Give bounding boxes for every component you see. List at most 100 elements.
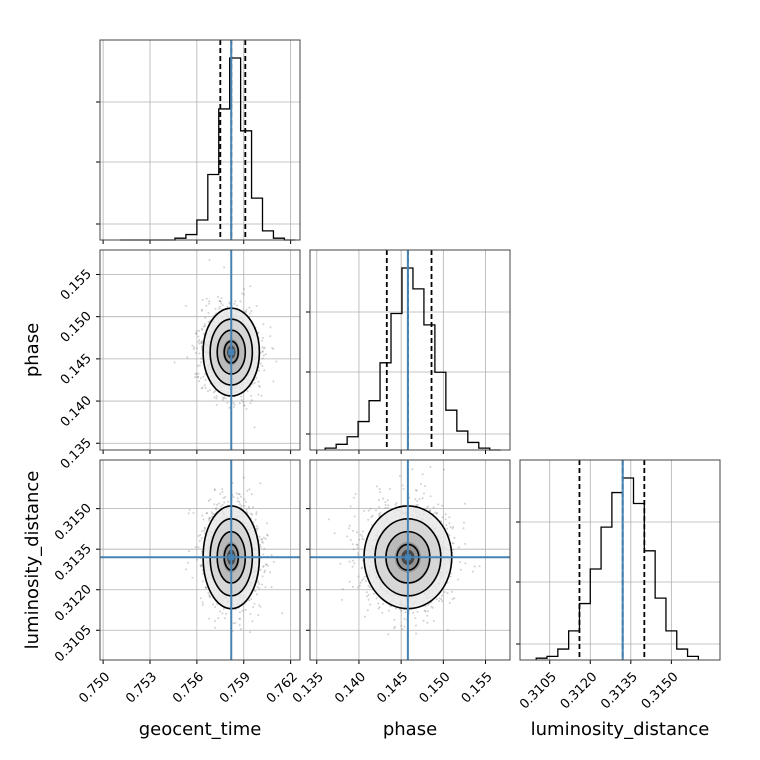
panel-geocent_time-luminosity_distance-point bbox=[234, 622, 237, 624]
panel-geocent_time-luminosity_distance-point bbox=[270, 586, 273, 589]
panel-geocent_time-luminosity_distance-point bbox=[257, 614, 260, 617]
panel-geocent_time-phase-point bbox=[263, 369, 266, 372]
panel-geocent_time-luminosity_distance-point bbox=[264, 563, 267, 566]
panel-geocent_time-phase-point bbox=[215, 395, 218, 398]
ytick-label-luminosity_distance-3: 0.3150 bbox=[52, 501, 95, 544]
panel-geocent_time-phase-point bbox=[262, 354, 265, 357]
panel-phase-luminosity_distance-point bbox=[444, 518, 447, 521]
panel-geocent_time-phase-point bbox=[255, 305, 258, 307]
panel-geocent_time-luminosity_distance-point bbox=[251, 620, 254, 623]
panel-phase-luminosity_distance-point bbox=[446, 592, 449, 595]
panel-phase-luminosity_distance-point bbox=[437, 503, 440, 506]
panel-phase-luminosity_distance-point bbox=[367, 509, 370, 512]
panel-phase-luminosity_distance-point bbox=[432, 506, 435, 509]
panel-geocent_time-luminosity_distance-point bbox=[211, 515, 214, 518]
panel-phase-luminosity_distance-point bbox=[327, 518, 330, 521]
panel-geocent_time-luminosity_distance-point bbox=[221, 612, 224, 615]
panel-geocent_time-luminosity_distance-point bbox=[205, 586, 208, 589]
panel-phase-luminosity_distance-point bbox=[349, 505, 352, 508]
panel-phase-luminosity_distance-point bbox=[353, 515, 356, 518]
panel-geocent_time-luminosity_distance-truth-point bbox=[228, 554, 235, 561]
panel-phase-luminosity_distance-point bbox=[440, 598, 443, 601]
panel-geocent_time-phase-point bbox=[202, 332, 205, 335]
panel-geocent_time-luminosity_distance-point bbox=[255, 511, 258, 514]
panel-geocent_time-phase-point bbox=[221, 304, 224, 307]
xtick-label-geocent_time-3: 0.759 bbox=[217, 670, 254, 707]
panel-phase-luminosity_distance-point bbox=[411, 468, 414, 471]
panel-geocent_time-luminosity_distance-point bbox=[209, 498, 212, 501]
panel-geocent_time-phase-point bbox=[255, 376, 258, 379]
panel-geocent_time-luminosity_distance-point bbox=[272, 560, 275, 563]
panel-geocent_time-luminosity_distance-point bbox=[243, 505, 246, 508]
panel-phase-luminosity_distance-point bbox=[424, 610, 427, 613]
panel-geocent_time-luminosity_distance-point bbox=[215, 508, 217, 511]
panel-phase-luminosity_distance-point bbox=[393, 627, 396, 630]
panel-phase-luminosity_distance-point bbox=[422, 619, 425, 622]
panel-geocent_time-phase-point bbox=[209, 389, 212, 392]
panel-phase-luminosity_distance-point bbox=[451, 598, 454, 600]
panel-geocent_time-luminosity_distance-point bbox=[219, 610, 221, 613]
panel-geocent_time-luminosity_distance-point bbox=[245, 510, 248, 513]
panel-geocent_time-luminosity_distance-point bbox=[245, 508, 248, 511]
panel-geocent_time-luminosity_distance-point bbox=[221, 491, 224, 493]
panel-phase-luminosity_distance-point bbox=[356, 546, 359, 549]
panel-geocent_time-phase-point bbox=[198, 342, 201, 345]
panel-geocent_time-luminosity_distance-point bbox=[270, 554, 273, 557]
panel-geocent_time-luminosity_distance-point bbox=[208, 519, 211, 522]
panel-phase-luminosity_distance-point bbox=[379, 511, 382, 514]
panel-geocent_time-phase-point bbox=[228, 301, 231, 304]
panel-geocent_time-phase-point bbox=[259, 385, 261, 388]
panel-phase-luminosity_distance-point bbox=[375, 509, 377, 512]
panel-geocent_time-phase-point bbox=[223, 397, 225, 399]
panel-geocent_time-luminosity_distance-point bbox=[250, 493, 253, 496]
panel-phase-luminosity_distance-point bbox=[351, 565, 354, 568]
panel-geocent_time-luminosity_distance-point bbox=[238, 624, 241, 627]
panel-phase-luminosity_distance-point bbox=[453, 536, 456, 539]
panel-geocent_time-luminosity_distance-point bbox=[200, 564, 203, 566]
panel-geocent_time-phase-point bbox=[242, 401, 245, 403]
panel-geocent_time-phase-point bbox=[208, 302, 211, 305]
xtick-label-geocent_time-0: 0.750 bbox=[76, 670, 113, 707]
panel-geocent_time-phase-point bbox=[208, 259, 211, 262]
panel-geocent_time-phase-background bbox=[100, 250, 300, 450]
panel-geocent_time-phase-point bbox=[219, 300, 222, 303]
panel-phase-luminosity_distance-point bbox=[363, 575, 366, 578]
panel-phase-luminosity_distance-point bbox=[356, 531, 358, 534]
panel-geocent_time-phase-point bbox=[198, 352, 201, 355]
panel-geocent_time-phase-point bbox=[204, 373, 206, 376]
panel-geocent_time-phase-point bbox=[253, 381, 256, 384]
panel-phase-luminosity_distance-point bbox=[464, 542, 466, 545]
panel-geocent_time-phase-point bbox=[233, 403, 236, 406]
panel-geocent_time-luminosity_distance-point bbox=[224, 617, 226, 620]
panel-geocent_time-phase-point bbox=[228, 406, 231, 409]
panel-geocent_time-phase-point bbox=[200, 357, 202, 360]
panel-geocent_time-luminosity_distance-point bbox=[208, 617, 211, 620]
panel-geocent_time-phase-point bbox=[196, 376, 199, 378]
panel-phase-luminosity_distance-point bbox=[351, 585, 354, 588]
panel-geocent_time-luminosity_distance-point bbox=[224, 496, 227, 498]
panel-phase-luminosity_distance-point bbox=[352, 496, 355, 499]
xtick-label-geocent_time-2: 0.756 bbox=[170, 670, 207, 707]
panel-geocent_time-phase-point bbox=[201, 340, 204, 343]
panel-geocent_time-phase-point bbox=[218, 300, 221, 303]
panel-phase-luminosity_distance-point bbox=[426, 505, 429, 508]
panel-phase-luminosity_distance-point bbox=[429, 495, 432, 498]
panel-geocent_time-luminosity_distance-point bbox=[214, 626, 217, 629]
panel-geocent_time-luminosity_distance-point bbox=[246, 489, 249, 492]
panel-phase-luminosity_distance-point bbox=[395, 502, 398, 505]
panel-phase-luminosity_distance-point bbox=[366, 595, 369, 598]
panel-phase-luminosity_distance-point bbox=[422, 492, 425, 495]
panel-geocent_time-phase-point bbox=[215, 397, 218, 400]
panel-phase-luminosity_distance-point bbox=[393, 618, 396, 621]
panel-geocent_time-luminosity_distance-point bbox=[248, 599, 251, 602]
panel-geocent_time-phase-point bbox=[195, 347, 198, 350]
xtick-label-phase-4: 0.155 bbox=[459, 670, 496, 707]
panel-phase-luminosity_distance-point bbox=[370, 516, 373, 518]
panel-phase-luminosity_distance-point bbox=[436, 511, 439, 514]
panel-phase-luminosity_distance-point bbox=[377, 602, 380, 605]
panel-phase-luminosity_distance-point bbox=[462, 527, 465, 530]
panel-geocent_time-luminosity_distance-point bbox=[250, 598, 253, 600]
panel-geocent_time-luminosity_distance-point bbox=[263, 571, 266, 574]
panel-geocent_time-phase-point bbox=[240, 395, 243, 398]
panel-geocent_time-luminosity_distance-point bbox=[264, 569, 266, 572]
